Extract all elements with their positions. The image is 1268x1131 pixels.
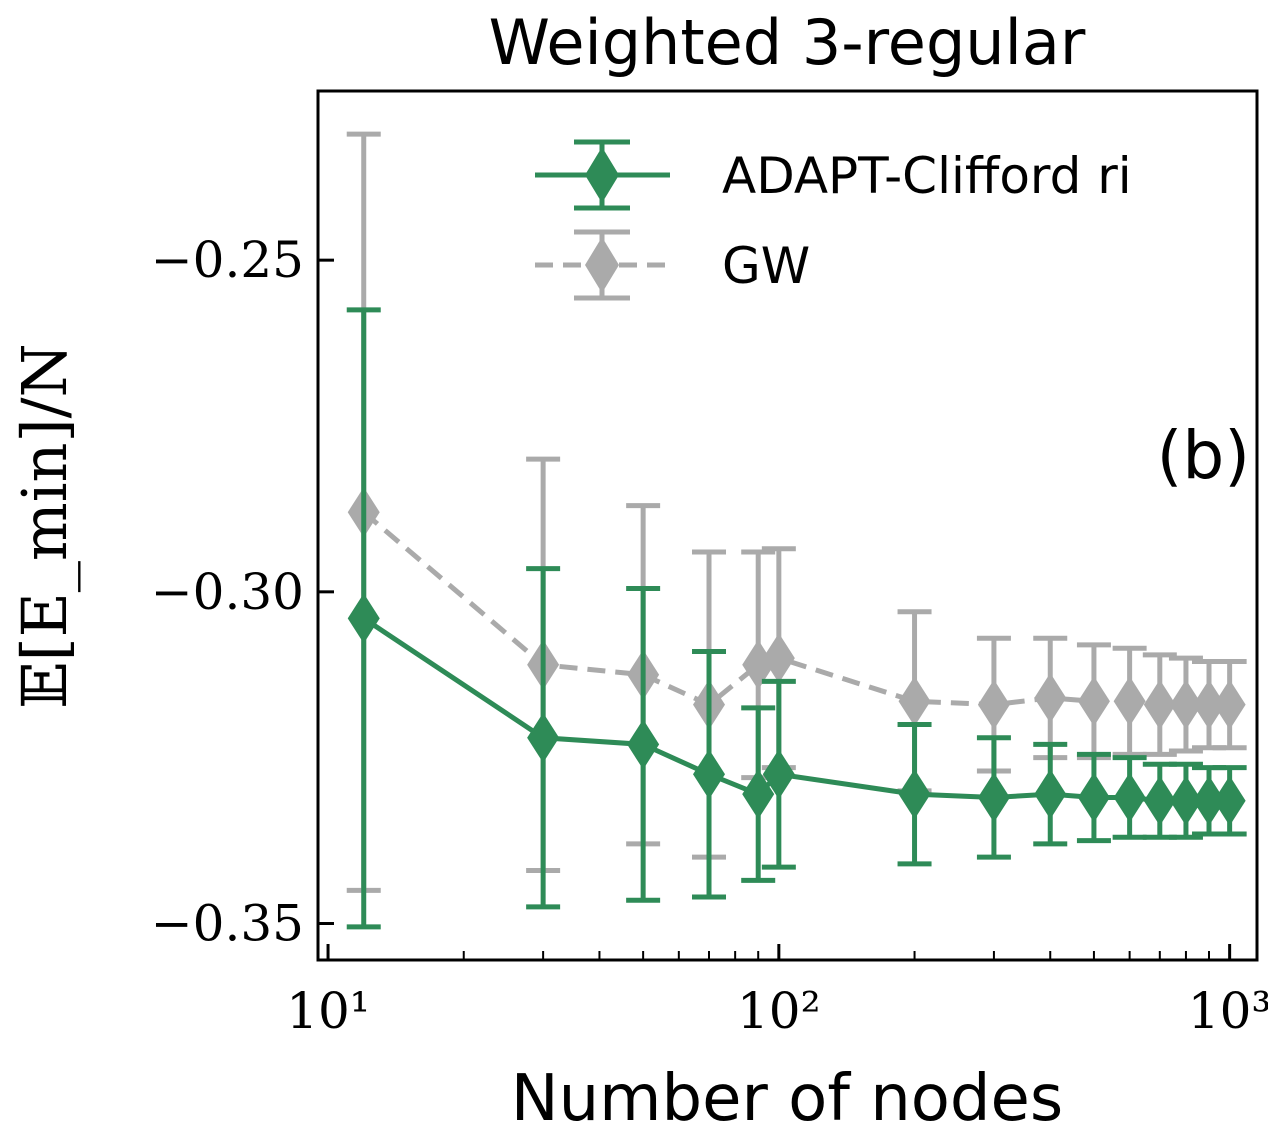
data-point bbox=[1077, 676, 1110, 727]
data-point bbox=[1113, 772, 1146, 823]
data-point bbox=[1113, 676, 1146, 727]
data-point bbox=[742, 639, 775, 690]
data-point bbox=[1213, 679, 1246, 730]
data-point bbox=[347, 593, 380, 644]
data-point bbox=[1169, 679, 1202, 730]
x-tick-label: 10³ bbox=[1188, 982, 1268, 1040]
legend-marker bbox=[585, 147, 619, 203]
legend: ADAPT-Clifford ri GW bbox=[535, 139, 1132, 301]
data-point bbox=[1143, 775, 1176, 826]
data-point bbox=[1034, 672, 1067, 723]
series-adapt-clifford-ri bbox=[346, 307, 1247, 930]
data-point bbox=[977, 679, 1010, 730]
data-point bbox=[762, 749, 795, 800]
series-line bbox=[362, 510, 1230, 708]
y-tick-label: −0.30 bbox=[151, 563, 304, 621]
data-point bbox=[1169, 775, 1202, 826]
y-tick-label: −0.35 bbox=[151, 895, 304, 953]
data-point bbox=[527, 712, 560, 763]
plot-area bbox=[316, 89, 1259, 962]
data-point bbox=[762, 633, 795, 684]
legend-entry-adapt-clifford-ri: ADAPT-Clifford ri bbox=[535, 139, 1132, 211]
panel-label: (b) bbox=[1157, 417, 1250, 494]
x-axis-label: Number of nodes bbox=[511, 1062, 1064, 1131]
legend-marker bbox=[585, 237, 619, 293]
legend-label: GW bbox=[722, 237, 810, 295]
data-point bbox=[1034, 769, 1067, 820]
chart-title: Weighted 3-regular bbox=[489, 6, 1086, 79]
data-point bbox=[627, 719, 660, 770]
y-axis-label: 𝔼[E_min]/N bbox=[8, 343, 81, 709]
x-tick-label: 10² bbox=[737, 982, 821, 1040]
y-axis: −0.25 −0.30 −0.35 bbox=[151, 231, 334, 953]
x-axis: 10¹ 10² 10³ bbox=[286, 944, 1268, 1040]
legend-label: ADAPT-Clifford ri bbox=[722, 147, 1132, 205]
data-point bbox=[977, 772, 1010, 823]
data-point bbox=[1143, 679, 1176, 730]
data-point bbox=[898, 769, 931, 820]
data-point bbox=[742, 769, 775, 820]
data-point bbox=[1213, 775, 1246, 826]
data-point bbox=[898, 676, 931, 727]
x-tick-label: 10¹ bbox=[286, 982, 370, 1040]
data-point bbox=[1193, 775, 1226, 826]
y-tick-label: −0.25 bbox=[151, 231, 304, 289]
plot-frame bbox=[316, 89, 1259, 962]
legend-entry-gw: GW bbox=[535, 229, 810, 301]
data-point bbox=[693, 749, 726, 800]
data-point bbox=[1193, 679, 1226, 730]
data-point bbox=[1077, 772, 1110, 823]
